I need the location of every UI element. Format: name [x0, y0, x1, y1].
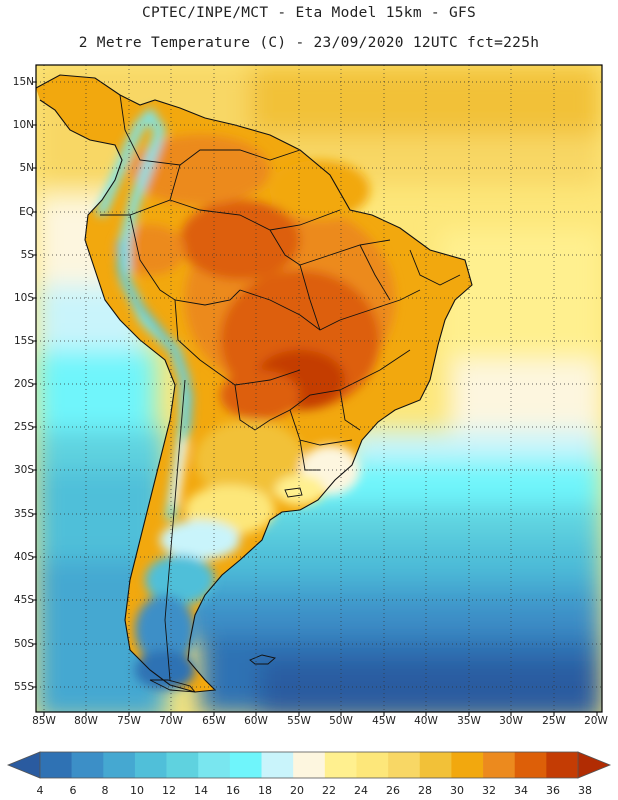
colorbar-label: 20	[290, 784, 304, 797]
colorbar-swatch	[198, 752, 231, 778]
colorbar-label: 16	[226, 784, 240, 797]
lon-label: 20W	[584, 715, 608, 727]
lat-label: 30S	[13, 464, 34, 476]
colorbar-swatch	[71, 752, 104, 778]
colorbar-low-arrow	[6, 751, 41, 779]
colorbar-label: 34	[514, 784, 528, 797]
colorbar-swatch	[229, 752, 262, 778]
map-title-line1: CPTEC/INPE/MCT - Eta Model 15km - GFS	[141, 5, 477, 21]
colorbar-swatch	[514, 752, 547, 778]
colorbar-label: 8	[101, 784, 109, 797]
colorbar-label: 26	[386, 784, 400, 797]
colorbar-swatch	[388, 752, 421, 778]
lat-label: 10S	[13, 292, 34, 304]
lon-label: 60W	[244, 715, 268, 727]
colorbar-label: 14	[194, 784, 208, 797]
colorbar-high-arrow	[577, 751, 612, 779]
colorbar-label: 22	[322, 784, 336, 797]
lon-label: 65W	[202, 715, 226, 727]
lat-label: EQ	[19, 206, 34, 218]
lat-label: 5S	[20, 249, 34, 261]
colorbar-label: 6	[69, 784, 77, 797]
lon-label: 70W	[159, 715, 183, 727]
temperature-field	[36, 65, 602, 712]
colorbar-label: 38	[578, 784, 592, 797]
colorbar-frame	[39, 751, 579, 779]
colorbar-swatch	[103, 752, 136, 778]
colorbar-swatch	[451, 752, 484, 778]
lon-label: 45W	[372, 715, 396, 727]
political-borders	[36, 74, 473, 693]
colorbar-swatch	[546, 752, 579, 778]
map-frame	[35, 64, 603, 713]
colorbar-swatch	[261, 752, 294, 778]
colorbar-label: 36	[546, 784, 560, 797]
colorbar-label: 4	[36, 784, 44, 797]
colorbar-label: 30	[450, 784, 464, 797]
lon-label: 75W	[117, 715, 141, 727]
lat-label: 25S	[13, 421, 34, 433]
lat-label: 5N	[19, 162, 34, 174]
lat-label: 15N	[12, 76, 34, 88]
colorbar-swatch	[166, 752, 199, 778]
colorbar-label: 12	[162, 784, 176, 797]
colorbar-swatch	[134, 752, 167, 778]
lon-label: 50W	[329, 715, 353, 727]
colorbar-swatch	[483, 752, 516, 778]
lat-label: 50S	[13, 638, 34, 650]
map-title-line2: 2 Metre Temperature (C) - 23/09/2020 12U…	[78, 35, 540, 51]
lon-label: 30W	[499, 715, 523, 727]
colorbar	[6, 751, 612, 779]
lon-label: 40W	[414, 715, 438, 727]
colorbar-swatch	[40, 752, 72, 778]
lon-label: 80W	[74, 715, 98, 727]
lat-label: 35S	[13, 508, 34, 520]
colorbar-label: 28	[418, 784, 432, 797]
lat-label: 15S	[13, 335, 34, 347]
lon-label: 55W	[287, 715, 311, 727]
lon-label: 35W	[457, 715, 481, 727]
lat-label: 10N	[12, 119, 34, 131]
lon-label: 85W	[32, 715, 56, 727]
colorbar-label: 32	[482, 784, 496, 797]
lon-label: 25W	[542, 715, 566, 727]
colorbar-swatch	[419, 752, 452, 778]
colorbar-swatch	[293, 752, 326, 778]
lat-label: 55S	[13, 681, 34, 693]
colorbar-swatch	[324, 752, 357, 778]
colorbar-label: 24	[354, 784, 368, 797]
lat-label: 45S	[13, 594, 34, 606]
colorbar-swatch	[356, 752, 389, 778]
colorbar-label: 18	[258, 784, 272, 797]
lat-label: 40S	[13, 551, 34, 563]
lat-label: 20S	[13, 378, 34, 390]
axis-ticks	[32, 81, 598, 716]
colorbar-label: 10	[130, 784, 144, 797]
